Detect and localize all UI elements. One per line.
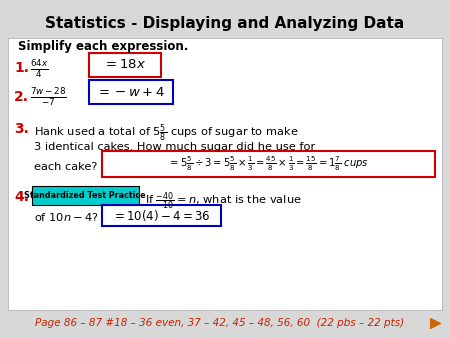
FancyBboxPatch shape: [89, 53, 161, 77]
Text: 3.: 3.: [14, 122, 29, 136]
Text: $= 10(4)-4 = 36$: $= 10(4)-4 = 36$: [112, 208, 210, 223]
Text: Page 86 – 87 #18 – 36 even, 37 – 42, 45 – 48, 56, 60  (22 pbs – 22 pts): Page 86 – 87 #18 – 36 even, 37 – 42, 45 …: [36, 318, 405, 328]
Text: $\frac{7w-28}{-7}$: $\frac{7w-28}{-7}$: [30, 86, 67, 108]
Text: 1.: 1.: [14, 61, 29, 75]
Text: Simplify each expression.: Simplify each expression.: [18, 40, 189, 53]
Text: 3 identical cakes. How much sugar did he use for: 3 identical cakes. How much sugar did he…: [34, 142, 315, 152]
Text: of $10n - 4$?: of $10n - 4$?: [34, 211, 99, 223]
Text: $\frac{64x}{4}$: $\frac{64x}{4}$: [30, 58, 49, 80]
FancyBboxPatch shape: [8, 38, 442, 310]
Text: 4.: 4.: [14, 190, 29, 204]
Text: $= -w+4$: $= -w+4$: [96, 86, 166, 98]
Text: Standardized Test Practice: Standardized Test Practice: [24, 191, 146, 200]
Text: $= 18x$: $= 18x$: [104, 58, 147, 72]
Text: Hank used a total of $5\frac{5}{8}$ cups of sugar to make: Hank used a total of $5\frac{5}{8}$ cups…: [34, 122, 299, 144]
FancyBboxPatch shape: [89, 80, 173, 104]
FancyBboxPatch shape: [32, 186, 139, 205]
Text: 2.: 2.: [14, 90, 29, 104]
Text: If $\frac{-40}{-10} = n$, what is the value: If $\frac{-40}{-10} = n$, what is the va…: [145, 190, 302, 212]
FancyBboxPatch shape: [102, 205, 221, 226]
Text: Statistics - Displaying and Analyzing Data: Statistics - Displaying and Analyzing Da…: [45, 16, 405, 31]
Text: $= 5\frac{5}{8} \div 3 = 5\frac{5}{8} \times \frac{1}{3} = \frac{45}{8} \times \: $= 5\frac{5}{8} \div 3 = 5\frac{5}{8} \t…: [167, 155, 369, 173]
Text: each cake?: each cake?: [34, 162, 97, 172]
FancyBboxPatch shape: [102, 151, 435, 177]
